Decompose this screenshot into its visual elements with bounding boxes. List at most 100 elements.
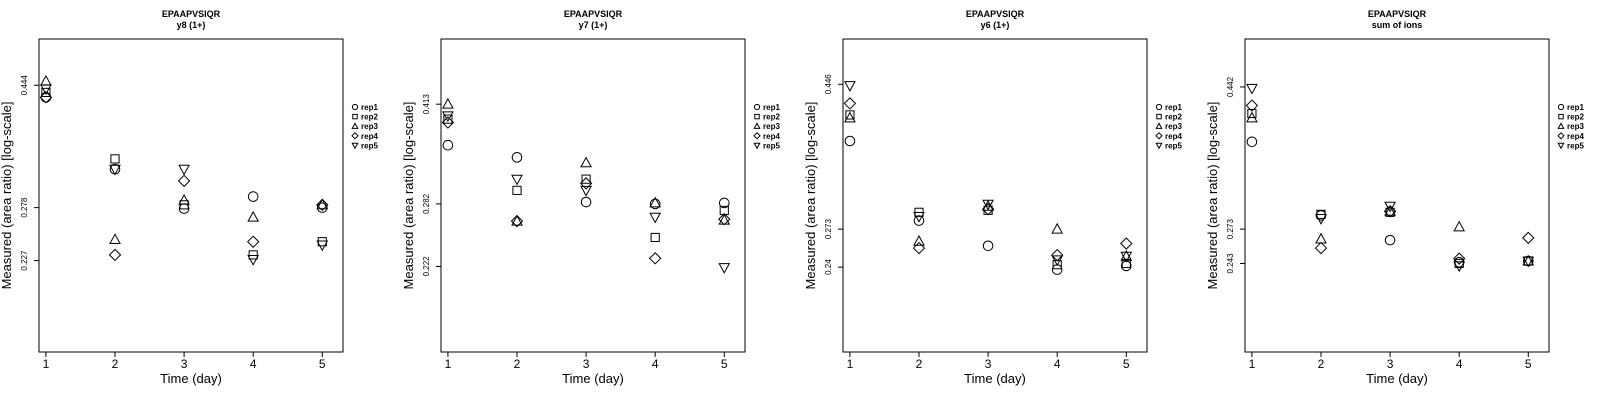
- data-point: [40, 92, 52, 103]
- series-rep4: [843, 97, 1133, 262]
- legend-marker: [1155, 122, 1163, 129]
- data-point: [649, 198, 661, 210]
- x-tick-label: 4: [250, 357, 257, 371]
- x-axis-label: Time (day): [562, 371, 624, 386]
- data-point: [108, 248, 122, 262]
- legend-label: rep3: [361, 122, 378, 131]
- data-point: [1315, 232, 1327, 244]
- x-tick-label: 5: [1123, 357, 1130, 371]
- data-point: [1522, 254, 1535, 266]
- legend-label: rep5: [361, 141, 378, 150]
- plot-frame: [38, 38, 344, 353]
- legend-label: rep3: [763, 122, 780, 131]
- data-point: [844, 111, 856, 123]
- data-point: [247, 210, 260, 222]
- data-point: [511, 174, 523, 186]
- legend-marker: [1155, 142, 1163, 150]
- data-point: [41, 87, 51, 98]
- data-point: [1384, 204, 1396, 216]
- y-axis-label: Measured (area ratio) [log-scale]: [1205, 102, 1220, 290]
- legend-marker: [753, 142, 761, 150]
- data-point: [981, 203, 995, 216]
- legend-marker: [352, 113, 358, 120]
- data-point: [1246, 83, 1258, 95]
- x-tick-label: 3: [583, 357, 590, 371]
- data-point: [1051, 264, 1063, 275]
- series-rep5: [1246, 83, 1535, 273]
- x-tick-label: 5: [319, 357, 326, 371]
- legend-marker: [1557, 122, 1565, 129]
- data-point: [912, 241, 926, 255]
- legend-label: rep1: [1165, 103, 1182, 112]
- y-tick-label: 0.273: [824, 219, 833, 240]
- data-point: [1120, 249, 1133, 261]
- series-rep1: [844, 135, 1132, 275]
- series-rep2: [845, 110, 1131, 270]
- data-point: [649, 196, 662, 208]
- data-point: [442, 139, 454, 151]
- legend-marker: [351, 132, 359, 140]
- data-point: [718, 212, 731, 226]
- data-point: [913, 215, 925, 226]
- chart-title: EPAAPVSIQR: [162, 9, 221, 19]
- data-point: [1120, 251, 1133, 263]
- x-tick-label: 5: [1525, 357, 1532, 371]
- data-point: [1314, 241, 1328, 255]
- data-point: [580, 156, 592, 168]
- x-tick-label: 1: [445, 357, 452, 371]
- chart-subtitle: y8 (1+): [177, 20, 206, 30]
- x-tick-label: 4: [652, 357, 659, 371]
- series-rep3: [844, 111, 1133, 261]
- data-point: [247, 254, 260, 266]
- data-point: [511, 214, 523, 226]
- y-tick-label: 0.444: [20, 75, 29, 96]
- legend-label: rep3: [1567, 122, 1584, 131]
- chart-title: EPAAPVSIQR: [564, 9, 623, 19]
- chart-subtitle: sum of ions: [1372, 20, 1423, 30]
- x-tick-label: 1: [847, 357, 854, 371]
- series-rep4: [1245, 99, 1535, 265]
- data-point: [579, 177, 593, 190]
- y-axis-label: Measured (area ratio) [log-scale]: [0, 102, 14, 290]
- y-tick-label: 0.24: [824, 259, 833, 275]
- data-point: [510, 214, 524, 228]
- plot-frame: [440, 38, 746, 353]
- chart-title: EPAAPVSIQR: [1368, 9, 1427, 19]
- data-point: [248, 250, 258, 260]
- data-point: [1245, 99, 1259, 112]
- series-rep3: [442, 97, 731, 226]
- legend-label: rep2: [361, 113, 378, 122]
- data-point: [109, 233, 121, 245]
- data-point: [40, 74, 52, 86]
- data-point: [1522, 256, 1535, 268]
- data-point: [1246, 136, 1258, 148]
- legend-marker: [351, 142, 359, 150]
- data-point: [648, 252, 662, 265]
- data-point: [1246, 111, 1258, 123]
- y-tick-label: 0.278: [20, 197, 29, 218]
- y-tick-label: 0.282: [422, 193, 431, 214]
- data-point: [179, 200, 189, 210]
- legend-marker: [351, 103, 359, 111]
- data-point: [982, 199, 994, 211]
- data-point: [246, 235, 260, 248]
- x-tick-label: 2: [1318, 357, 1325, 371]
- data-point: [1051, 222, 1064, 234]
- legend-label: rep1: [763, 103, 780, 112]
- y-tick-label: 0.227: [20, 250, 29, 271]
- series-rep5: [442, 111, 731, 274]
- legend-label: rep1: [361, 103, 378, 112]
- y-tick-label: 0.446: [824, 74, 833, 95]
- series-rep4: [441, 116, 731, 265]
- x-tick-label: 2: [916, 357, 923, 371]
- legend-marker: [351, 122, 359, 129]
- data-point: [1452, 252, 1466, 265]
- data-point: [247, 191, 259, 202]
- data-point: [443, 114, 453, 124]
- legend-label: rep5: [1165, 141, 1182, 150]
